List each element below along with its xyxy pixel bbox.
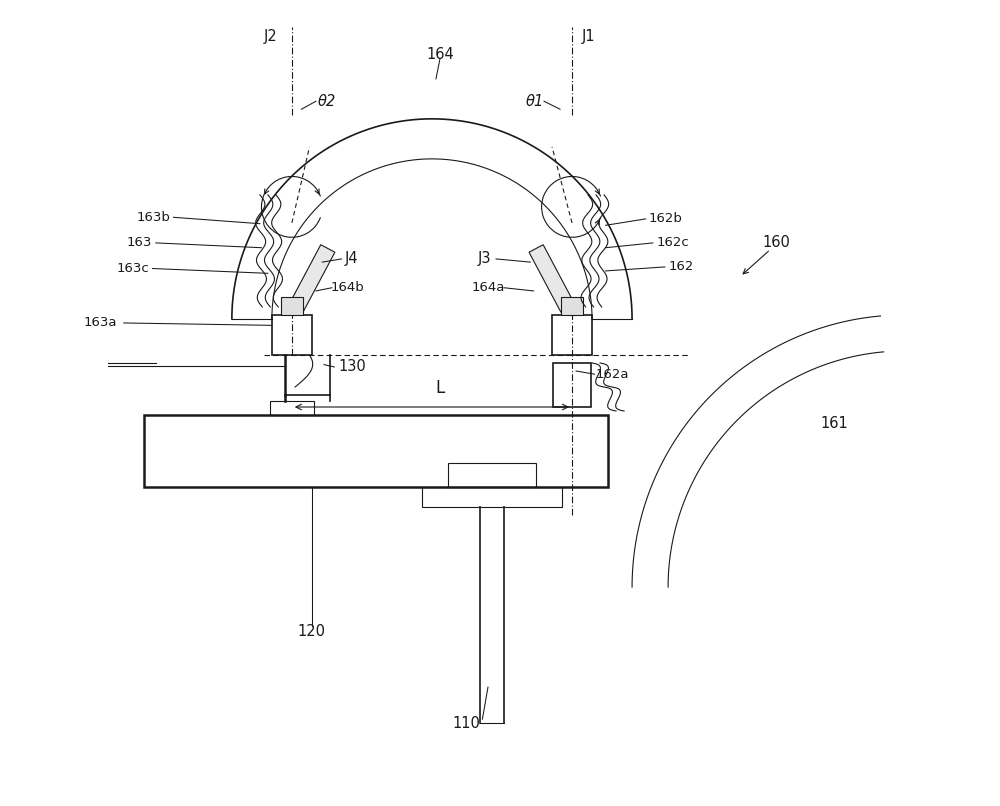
Bar <box>552 315 592 355</box>
Text: 162: 162 <box>668 260 693 273</box>
Text: 163c: 163c <box>117 262 149 275</box>
Bar <box>144 415 608 487</box>
Text: 120: 120 <box>298 624 326 638</box>
Bar <box>448 463 536 487</box>
Text: 164: 164 <box>426 48 454 62</box>
Text: 161: 161 <box>820 416 848 430</box>
Text: 130: 130 <box>338 359 366 375</box>
Bar <box>270 401 314 415</box>
Text: 164a: 164a <box>471 281 505 294</box>
Text: J1: J1 <box>582 29 595 44</box>
Polygon shape <box>529 245 575 312</box>
Bar <box>553 363 591 407</box>
Text: 162c: 162c <box>656 236 689 249</box>
Text: 110: 110 <box>452 716 480 731</box>
Polygon shape <box>289 245 335 312</box>
Text: J2: J2 <box>264 29 278 44</box>
Text: 160: 160 <box>762 235 790 251</box>
Text: 163a: 163a <box>84 317 117 330</box>
Bar <box>272 315 312 355</box>
Text: 163: 163 <box>126 236 152 249</box>
Text: 162b: 162b <box>648 213 682 226</box>
Text: 162a: 162a <box>596 368 630 380</box>
Text: 163b: 163b <box>136 211 170 224</box>
Text: J3: J3 <box>477 251 491 267</box>
Bar <box>561 297 583 315</box>
Bar <box>281 297 303 315</box>
Text: J4: J4 <box>345 251 359 267</box>
Text: 164b: 164b <box>331 281 365 294</box>
Bar <box>422 487 562 507</box>
Text: $\theta$2: $\theta$2 <box>317 93 337 110</box>
Text: $\theta$1: $\theta$1 <box>525 93 543 110</box>
Text: L: L <box>435 380 445 397</box>
